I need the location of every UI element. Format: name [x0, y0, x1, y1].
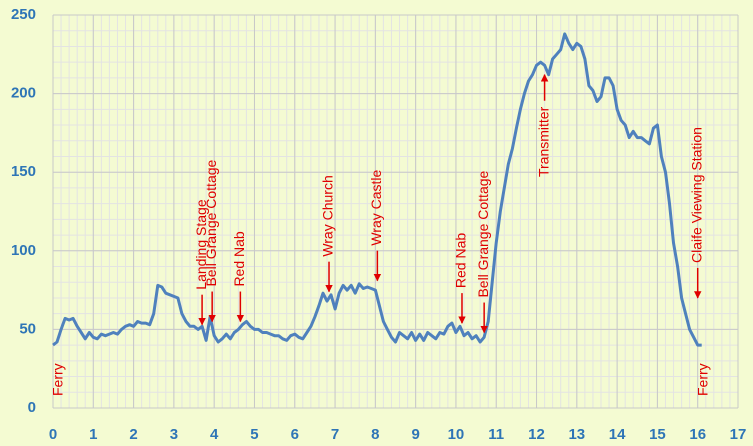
x-tick-label: 11: [488, 426, 504, 443]
x-tick-label: 10: [448, 426, 465, 443]
annotation-label: Landing Stage: [193, 199, 209, 290]
annotation-label: Ferry: [50, 363, 66, 396]
x-tick-label: 13: [568, 426, 585, 443]
x-tick-label: 1: [89, 426, 97, 443]
annotation-label: Transmitter: [535, 106, 551, 177]
annotation-label: Wray Church: [320, 175, 336, 256]
x-tick-label: 16: [689, 426, 706, 443]
annotation-label: Bell Grange Cottage: [475, 170, 491, 297]
annotation-label: Red Nab: [453, 233, 469, 288]
annotation-label: Claife Viewing Station: [688, 127, 704, 263]
annotation-label: Red Nab: [231, 231, 247, 286]
y-tick-label: 100: [11, 242, 36, 259]
elevation-line: [52, 32, 702, 347]
annotation-label: Bell Grange Cottage: [203, 159, 219, 286]
y-tick-label: 50: [19, 320, 36, 337]
x-tick-label: 7: [331, 426, 339, 443]
x-tick-label: 9: [411, 426, 419, 443]
y-tick-label: 250: [11, 6, 36, 23]
x-tick-label: 4: [210, 426, 219, 443]
x-tick-label: 17: [730, 426, 747, 443]
y-tick-label: 200: [11, 85, 36, 102]
x-tick-label: 3: [170, 426, 178, 443]
x-tick-label: 2: [129, 426, 137, 443]
x-tick-label: 12: [528, 426, 545, 443]
x-tick-label: 15: [649, 426, 666, 443]
x-tick-label: 6: [291, 426, 299, 443]
x-tick-label: 5: [250, 426, 258, 443]
annotation-label: Ferry: [694, 363, 710, 396]
x-tick-label: 14: [609, 426, 626, 443]
annotation-label: Wray Castle: [368, 169, 384, 245]
x-tick-label: 8: [371, 426, 379, 443]
y-tick-label: 150: [11, 163, 36, 180]
y-tick-label: 0: [28, 399, 36, 416]
x-tick-label: 0: [49, 426, 57, 443]
